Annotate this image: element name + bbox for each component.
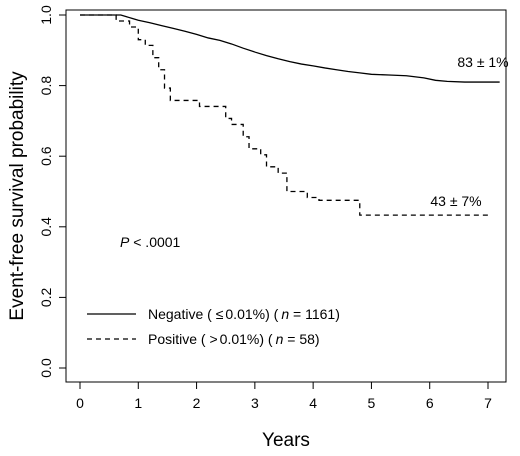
series-line-negative <box>80 14 500 83</box>
x-tick-label: 4 <box>309 395 317 411</box>
x-tick-label: 1 <box>134 395 142 411</box>
p-value-text: < .0001 <box>129 234 180 250</box>
p-value-symbol: P <box>120 234 130 250</box>
end-label-negative: 83 ± 1% <box>457 54 508 70</box>
x-axis-title: Years <box>262 430 310 451</box>
x-axis: 0 1 2 3 4 5 6 7 <box>76 382 492 411</box>
plot-frame <box>65 9 507 383</box>
legend: Negative ( ≤0.01%) (n = 1161) Positive (… <box>87 306 340 347</box>
legend-label-negative: Negative ( ≤0.01%) (n = 1161) <box>148 306 340 322</box>
y-axis-title: Event-free survival probability <box>7 71 28 321</box>
p-value-annotation: P < .0001 <box>120 234 181 250</box>
y-tick-label: 0.2 <box>38 287 54 307</box>
y-tick-label: 0.8 <box>38 76 54 96</box>
y-tick-label: 0.6 <box>38 146 54 166</box>
y-tick-label: 0.4 <box>38 217 54 237</box>
x-tick-label: 6 <box>426 395 434 411</box>
series-line-positive <box>80 14 488 216</box>
x-tick-label: 5 <box>368 395 376 411</box>
end-label-positive: 43 ± 7% <box>430 193 481 209</box>
x-tick-label: 2 <box>193 395 201 411</box>
x-tick-label: 3 <box>251 395 259 411</box>
y-tick-label: 1.0 <box>38 5 54 25</box>
legend-label-positive: Positive ( >0.01%) (n = 58) <box>148 331 320 347</box>
series-layer <box>80 14 500 216</box>
x-tick-label: 0 <box>76 395 84 411</box>
x-tick-label: 7 <box>484 395 492 411</box>
y-tick-label: 0.0 <box>38 358 54 378</box>
y-axis: 0.0 0.2 0.4 0.6 0.8 1.0 <box>38 5 66 378</box>
